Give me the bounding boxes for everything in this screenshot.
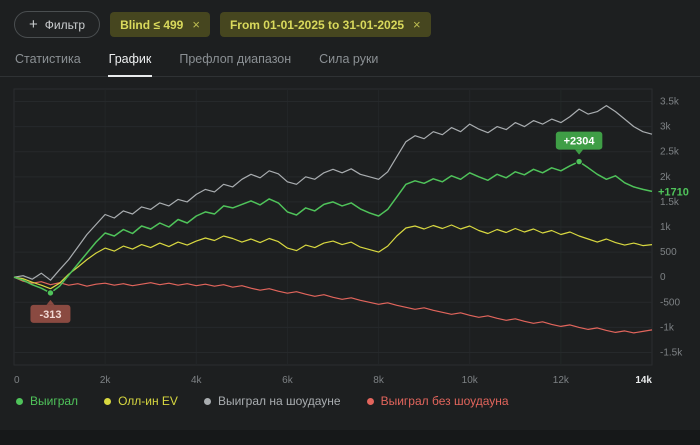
bottom-strip <box>0 430 700 445</box>
tab-hand-strength[interactable]: Сила руки <box>319 52 379 66</box>
x-axis-label: 6k <box>282 375 294 386</box>
marker-badge-pointer <box>46 299 55 305</box>
add-filter-button[interactable]: + Фильтр <box>14 11 101 38</box>
marker-dot <box>575 157 583 166</box>
series-line-1 <box>13 224 653 290</box>
chart-legend: Выиграл Олл-ин EV Выиграл на шоудауне Вы… <box>0 389 700 408</box>
tab-statistics[interactable]: Статистика <box>15 52 81 66</box>
legend-item-won-showdown: Выиграл на шоудауне <box>203 394 341 408</box>
legend-label: Выиграл <box>30 394 79 408</box>
y-axis-label: 500 <box>660 247 677 258</box>
y-axis-label: -1k <box>660 322 675 333</box>
x-axis-label: 10k <box>462 375 479 386</box>
filter-chip-label: Blind ≤ 499 <box>120 17 184 32</box>
tab-preflop-range[interactable]: Префлоп диапазон <box>179 52 292 66</box>
tab-graph[interactable]: График <box>107 48 153 77</box>
legend-dot-red <box>366 397 374 405</box>
marker-badge-value: +2304 <box>564 136 596 148</box>
filter-chip-daterange[interactable]: From 01-01-2025 to 31-01-2025 × <box>219 12 431 37</box>
legend-dot-green <box>16 397 23 405</box>
x-axis-label: 0 <box>14 375 20 386</box>
legend-label: Олл-ин EV <box>118 394 178 408</box>
series-line-3 <box>13 276 653 334</box>
plus-icon: + <box>29 15 38 33</box>
legend-label: Выиграл на шоудауне <box>217 394 341 408</box>
x-axis-label: 14k <box>635 375 652 386</box>
y-axis-label: 0 <box>660 272 666 283</box>
y-axis-label: 1.5k <box>660 197 680 208</box>
close-icon[interactable]: × <box>192 17 200 32</box>
series-line-2 <box>13 105 653 281</box>
series-end-value: +1710 <box>658 186 689 198</box>
marker-badge <box>555 131 603 150</box>
legend-label: Выиграл без шоудауна <box>380 394 509 408</box>
legend-item-allin-ev: Олл-ин EV <box>104 394 178 408</box>
tab-bar: Статистика График Префлоп диапазон Сила … <box>0 48 700 77</box>
y-axis-label: 3.5k <box>660 97 680 108</box>
y-axis-label: 1k <box>660 222 672 233</box>
series-line-0 <box>13 160 653 294</box>
marker-badge-pointer <box>575 149 584 155</box>
legend-dot-yellow <box>104 397 112 405</box>
x-axis-label: 8k <box>373 375 385 386</box>
legend-item-won-no-showdown: Выиграл без шоудауна <box>366 394 509 408</box>
y-axis-label: -500 <box>660 297 680 308</box>
x-axis-label: 4k <box>191 375 203 386</box>
y-axis-label: -1.5k <box>660 347 683 358</box>
winnings-chart: 3.5k 3k 2.5k 2k 1.5k 1k 500 0 -500 -1k -1.5k 0 2k 4k 6… <box>13 88 689 386</box>
winnings-chart-area: 3.5k 3k 2.5k 2k 1.5k 1k 500 0 -500 -1k -1.5k 0 2k 4k 6… <box>0 81 700 389</box>
legend-item-won: Выиграл <box>16 394 78 408</box>
y-axis-label: 2k <box>660 172 672 183</box>
x-axis-label: 12k <box>553 375 570 386</box>
filter-chip-label: From 01-01-2025 to 31-01-2025 <box>229 17 405 32</box>
filter-chip-blind[interactable]: Blind ≤ 499 × <box>110 12 210 37</box>
y-axis-label: 3k <box>660 122 672 133</box>
x-axis-label: 2k <box>100 375 112 386</box>
filter-toolbar: + Фильтр Blind ≤ 499 × From 01-01-2025 t… <box>0 0 700 38</box>
y-axis-label: 2.5k <box>660 147 680 158</box>
marker-badge-value: -313 <box>39 309 61 321</box>
add-filter-label: Фильтр <box>44 17 86 32</box>
marker-dot <box>46 289 55 297</box>
close-icon[interactable]: × <box>413 17 421 32</box>
marker-badge <box>30 304 71 323</box>
legend-dot-gray <box>203 397 211 405</box>
